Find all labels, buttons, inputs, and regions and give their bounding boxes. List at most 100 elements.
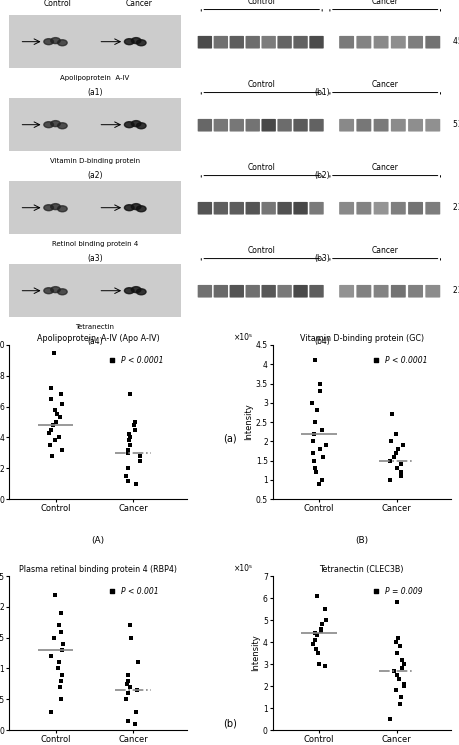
Point xyxy=(51,434,58,446)
Point xyxy=(318,474,325,486)
Point xyxy=(399,678,406,690)
FancyBboxPatch shape xyxy=(356,202,370,215)
Point xyxy=(386,713,393,725)
Point xyxy=(397,691,404,703)
Point xyxy=(47,424,54,436)
Point xyxy=(56,656,63,668)
FancyBboxPatch shape xyxy=(356,36,370,48)
Point xyxy=(58,644,65,656)
Text: (b4): (b4) xyxy=(313,337,330,346)
Point xyxy=(58,444,65,456)
Point xyxy=(394,673,402,685)
Point xyxy=(315,378,323,390)
Text: P < 0.0001: P < 0.0001 xyxy=(384,356,426,365)
FancyBboxPatch shape xyxy=(229,285,243,297)
Text: Cancer: Cancer xyxy=(126,0,153,8)
Point xyxy=(54,662,62,674)
Point xyxy=(47,706,54,717)
Point xyxy=(126,431,133,443)
FancyBboxPatch shape xyxy=(197,285,212,297)
Text: (a4): (a4) xyxy=(87,337,102,346)
Point xyxy=(393,462,400,474)
Point xyxy=(395,641,403,653)
Text: (a3): (a3) xyxy=(87,254,102,263)
FancyBboxPatch shape xyxy=(245,36,259,48)
FancyBboxPatch shape xyxy=(308,202,323,215)
FancyBboxPatch shape xyxy=(261,119,275,132)
Point xyxy=(19,479,27,491)
FancyBboxPatch shape xyxy=(356,119,370,132)
Text: (b1): (b1) xyxy=(313,88,329,97)
FancyBboxPatch shape xyxy=(277,119,291,132)
Point xyxy=(134,684,141,696)
Point xyxy=(132,706,140,717)
Point xyxy=(313,630,320,641)
Point xyxy=(396,698,403,710)
Point xyxy=(126,439,134,451)
Point xyxy=(131,416,139,428)
Point xyxy=(134,656,141,668)
FancyBboxPatch shape xyxy=(338,119,353,132)
Circle shape xyxy=(44,121,53,127)
Point xyxy=(50,589,58,600)
Text: Cancer: Cancer xyxy=(371,0,398,6)
Y-axis label: Intensity: Intensity xyxy=(243,404,252,440)
FancyBboxPatch shape xyxy=(338,36,353,48)
Point xyxy=(19,669,27,681)
Circle shape xyxy=(44,205,53,211)
Text: Control: Control xyxy=(247,0,275,6)
Text: 45 kDa: 45 kDa xyxy=(453,37,459,46)
Point xyxy=(131,424,138,436)
Point xyxy=(47,650,55,662)
Point xyxy=(124,475,132,486)
Point xyxy=(391,685,398,697)
Point xyxy=(57,388,65,400)
Point xyxy=(311,634,319,646)
Text: 23 kDa: 23 kDa xyxy=(453,203,459,212)
Point xyxy=(136,450,144,462)
Point xyxy=(48,382,55,394)
Text: (a2): (a2) xyxy=(87,171,102,180)
Point xyxy=(50,632,57,644)
Circle shape xyxy=(57,206,67,212)
FancyBboxPatch shape xyxy=(338,285,353,297)
Text: (A): (A) xyxy=(91,536,105,545)
Text: 23 kDa: 23 kDa xyxy=(453,286,459,295)
Text: Control: Control xyxy=(43,0,71,8)
Text: (b3): (b3) xyxy=(313,254,330,263)
Point xyxy=(50,346,58,358)
FancyBboxPatch shape xyxy=(293,202,307,215)
Point xyxy=(57,626,65,638)
Text: P < 0.001: P < 0.001 xyxy=(121,587,159,596)
Point xyxy=(126,681,134,693)
FancyBboxPatch shape xyxy=(293,285,307,297)
Point xyxy=(136,454,144,466)
Point xyxy=(389,451,397,463)
Point xyxy=(123,444,131,456)
Point xyxy=(311,462,318,474)
Point xyxy=(131,718,138,730)
FancyBboxPatch shape xyxy=(308,36,323,48)
Circle shape xyxy=(44,39,53,45)
Text: Control: Control xyxy=(247,246,275,255)
Circle shape xyxy=(136,123,146,129)
FancyBboxPatch shape xyxy=(407,285,422,297)
Point xyxy=(52,416,60,428)
Point xyxy=(397,662,405,674)
Text: Vitamin D-binding protein: Vitamin D-binding protein xyxy=(50,158,140,164)
Point xyxy=(388,408,395,420)
FancyBboxPatch shape xyxy=(373,202,388,215)
Point xyxy=(130,419,138,431)
FancyBboxPatch shape xyxy=(277,36,291,48)
Circle shape xyxy=(124,205,134,211)
Point xyxy=(125,434,133,446)
Point xyxy=(397,470,404,482)
FancyBboxPatch shape xyxy=(293,36,307,48)
Point xyxy=(393,443,400,455)
Point xyxy=(124,675,131,687)
FancyBboxPatch shape xyxy=(356,285,370,297)
Point xyxy=(125,428,133,440)
Title: Apolipoprotein  A-IV (Apo A-IV): Apolipoprotein A-IV (Apo A-IV) xyxy=(37,334,159,343)
Point xyxy=(282,478,290,489)
Point xyxy=(126,388,133,400)
